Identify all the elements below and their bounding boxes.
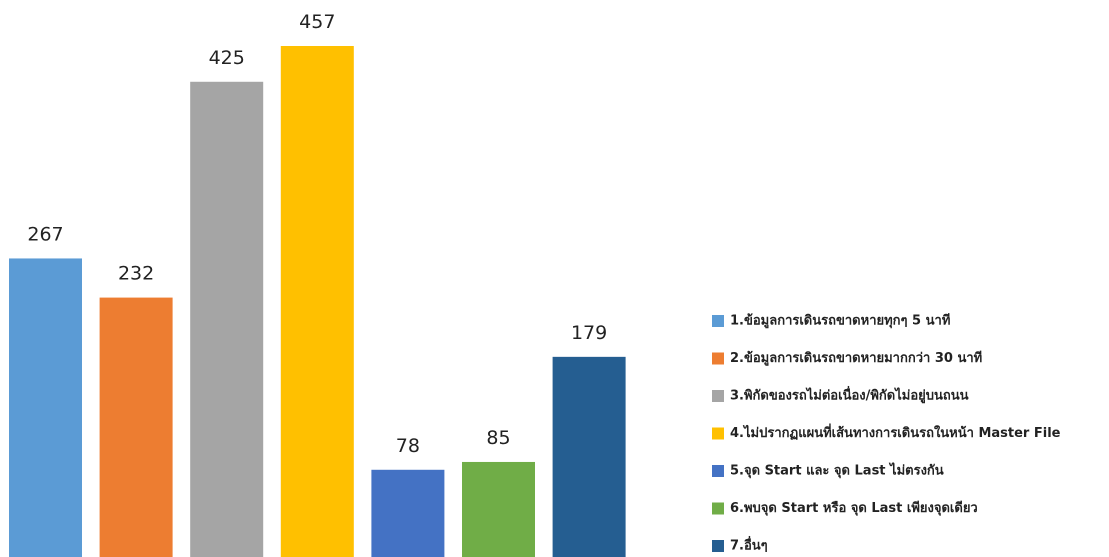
legend-swatch (712, 352, 724, 365)
legend-label: 3.พิกัดของรถไม่ต่อเนื่อง/พิกัดไม่อยู่บนถ… (730, 386, 969, 404)
legend-label: 7.อื่นๆ (730, 536, 768, 554)
bar (280, 46, 354, 557)
legend-label: 5.จุด Start และ จุด Last ไม่ตรงกัน (730, 462, 944, 479)
bar (190, 81, 264, 557)
bar (99, 297, 173, 557)
legend-label: 4.ไม่ปรากฏแผนที่เส้นทางการเดินรถในหน้า M… (730, 423, 1061, 441)
bar (552, 356, 626, 557)
data-label: 78 (396, 435, 420, 457)
bar (9, 258, 82, 557)
data-label: 232 (118, 263, 154, 285)
data-label: 457 (299, 11, 335, 33)
legend-swatch (712, 315, 724, 327)
legend-swatch (712, 540, 724, 552)
legend-label: 2.ข้อมูลการเดินรถขาดหายมากกว่า 30 นาที (730, 350, 982, 366)
bar (371, 469, 445, 557)
data-label: 85 (486, 427, 510, 449)
data-label: 179 (571, 322, 607, 344)
legend-swatch (712, 502, 724, 515)
legend-label: 6.พบจุด Start หรือ จุด Last เพียงจุดเดีย… (730, 500, 978, 516)
data-label: 425 (209, 47, 245, 69)
legend-swatch (712, 427, 724, 440)
bar (462, 461, 535, 557)
legend-label: 1.ข้อมูลการเดินรถขาดหายทุกๆ 5 นาที (730, 313, 950, 329)
legend-swatch (712, 390, 724, 402)
data-label: 267 (27, 223, 63, 245)
legend-swatch (712, 465, 724, 477)
